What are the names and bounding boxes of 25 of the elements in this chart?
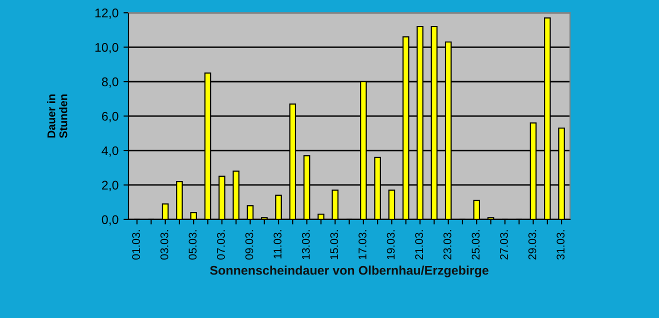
y-axis-title: Dauer in Stunden [47,94,68,138]
x-tick-label: 15.03. [330,230,338,260]
y-tick-label: 2,0 [102,180,118,192]
y-tick-label: 12,0 [95,8,118,19]
y-tick-label: 4,0 [102,146,118,157]
x-tick-label: 23.03. [443,230,452,260]
y-tick-label: 8,0 [102,77,118,88]
x-axis-title: Sonnenscheindauer von Olbernhau/Erzgebirge [210,266,488,278]
x-tick-label: 07.03. [217,230,225,260]
x-tick-label: 27.03. [500,230,508,260]
y-tick-label: 10,0 [95,42,118,54]
x-tick-label: 01.03. [132,230,140,260]
x-tick-label: 09.03. [245,230,254,260]
x-tick-label: 17.03. [358,230,366,260]
x-tick-label: 25.03. [472,230,480,260]
x-tick-label: 05.03. [188,230,197,260]
y-tick-label: 0,0 [102,215,118,226]
x-tick-label: 19.03. [386,230,395,260]
x-tick-label: 11.03. [274,230,282,258]
x-tick-label: 29.03. [528,230,536,260]
y-tick-label: 6,0 [102,112,118,122]
x-tick-label: 13.03. [302,230,310,260]
x-tick-label: 31.03. [556,230,565,260]
x-tick-label: 03.03. [160,230,168,260]
x-tick-label: 21.03. [415,230,424,260]
